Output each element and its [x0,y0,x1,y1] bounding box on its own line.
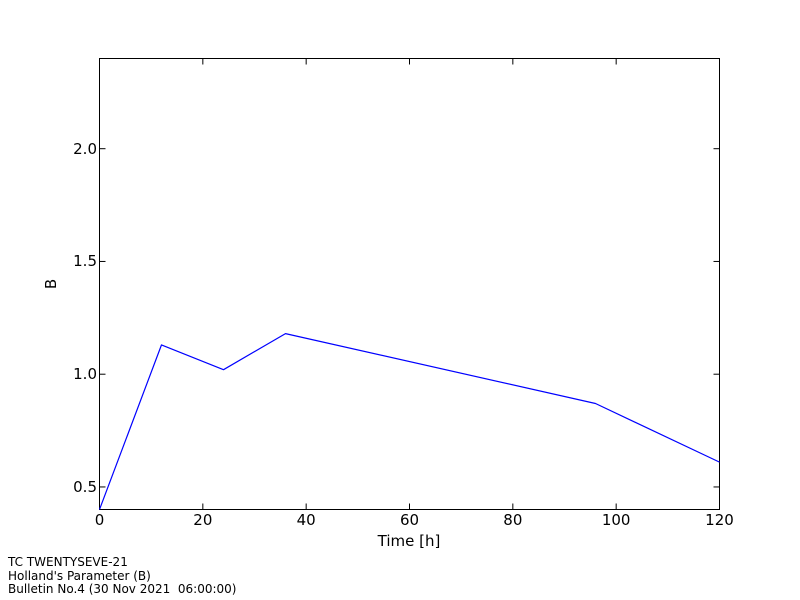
y-tick-label: 0.5 [73,477,97,496]
y-tick-label: 2.0 [73,139,97,158]
footer-annotation: TC TWENTYSEVE-21 Holland's Parameter (B)… [8,555,237,597]
y-tick-label: 1.0 [73,365,97,384]
x-tick-label: 60 [399,511,420,529]
storm-name: TC TWENTYSEVE-21 [8,555,128,569]
parameter-name: Holland's Parameter (B) [8,568,151,583]
x-tick-label: 40 [296,511,316,529]
x-tick-label: 80 [503,511,523,529]
y-tick-label: 1.5 [73,252,97,271]
x-tick-label: 120 [705,511,734,529]
x-tick-label: 20 [193,511,213,529]
bulletin-info: Bulletin No.4 (30 Nov 2021 06:00:00) [8,582,237,596]
x-tick-label: 100 [601,511,631,529]
x-axis-label: Time [h] [377,532,441,550]
y-axis-label: B [42,278,61,290]
x-tick-label: 0 [94,511,105,529]
